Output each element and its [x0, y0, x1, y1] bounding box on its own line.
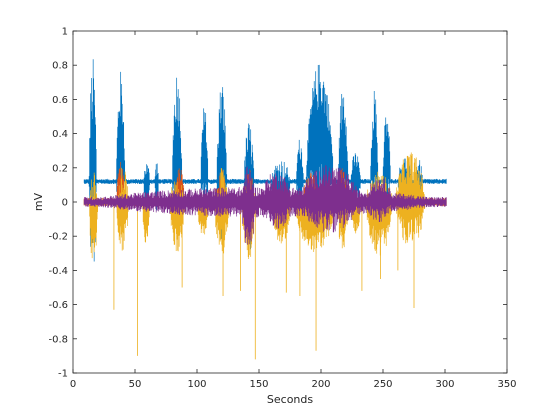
y-tick-label: 0.2 [52, 163, 68, 174]
x-tick-label: 250 [373, 379, 392, 390]
y-tick-label: -0.2 [48, 232, 68, 243]
y-tick-label: -0.4 [48, 266, 68, 277]
y-tick-label: -0.8 [48, 334, 68, 345]
x-tick-label: 350 [497, 379, 516, 390]
y-tick-label: -1 [58, 369, 68, 380]
y-tick-label: 0.8 [52, 61, 68, 72]
x-tick-label: 50 [129, 379, 142, 390]
x-tick-label: 300 [435, 379, 454, 390]
series-4-line [83, 165, 447, 245]
y-tick-label: 1 [62, 27, 68, 38]
y-tick-label: -0.6 [48, 300, 68, 311]
x-tick-label: 200 [311, 379, 330, 390]
x-tick-label: 0 [70, 379, 76, 390]
y-axis-label: mV [32, 192, 45, 211]
y-tick-label: 0.4 [52, 129, 68, 140]
y-tick-label: 0 [62, 198, 68, 209]
series-layer [83, 59, 447, 360]
y-tick-label: 0.6 [52, 95, 68, 106]
x-axis-label: Seconds [267, 393, 313, 406]
x-tick-label: 150 [249, 379, 268, 390]
ticks-layer: 0 50 100 150 200 250 300 350 -1 -0.8 -0.6 -0.4 -0.2 0… [48, 27, 516, 391]
x-tick-label: 100 [187, 379, 206, 390]
